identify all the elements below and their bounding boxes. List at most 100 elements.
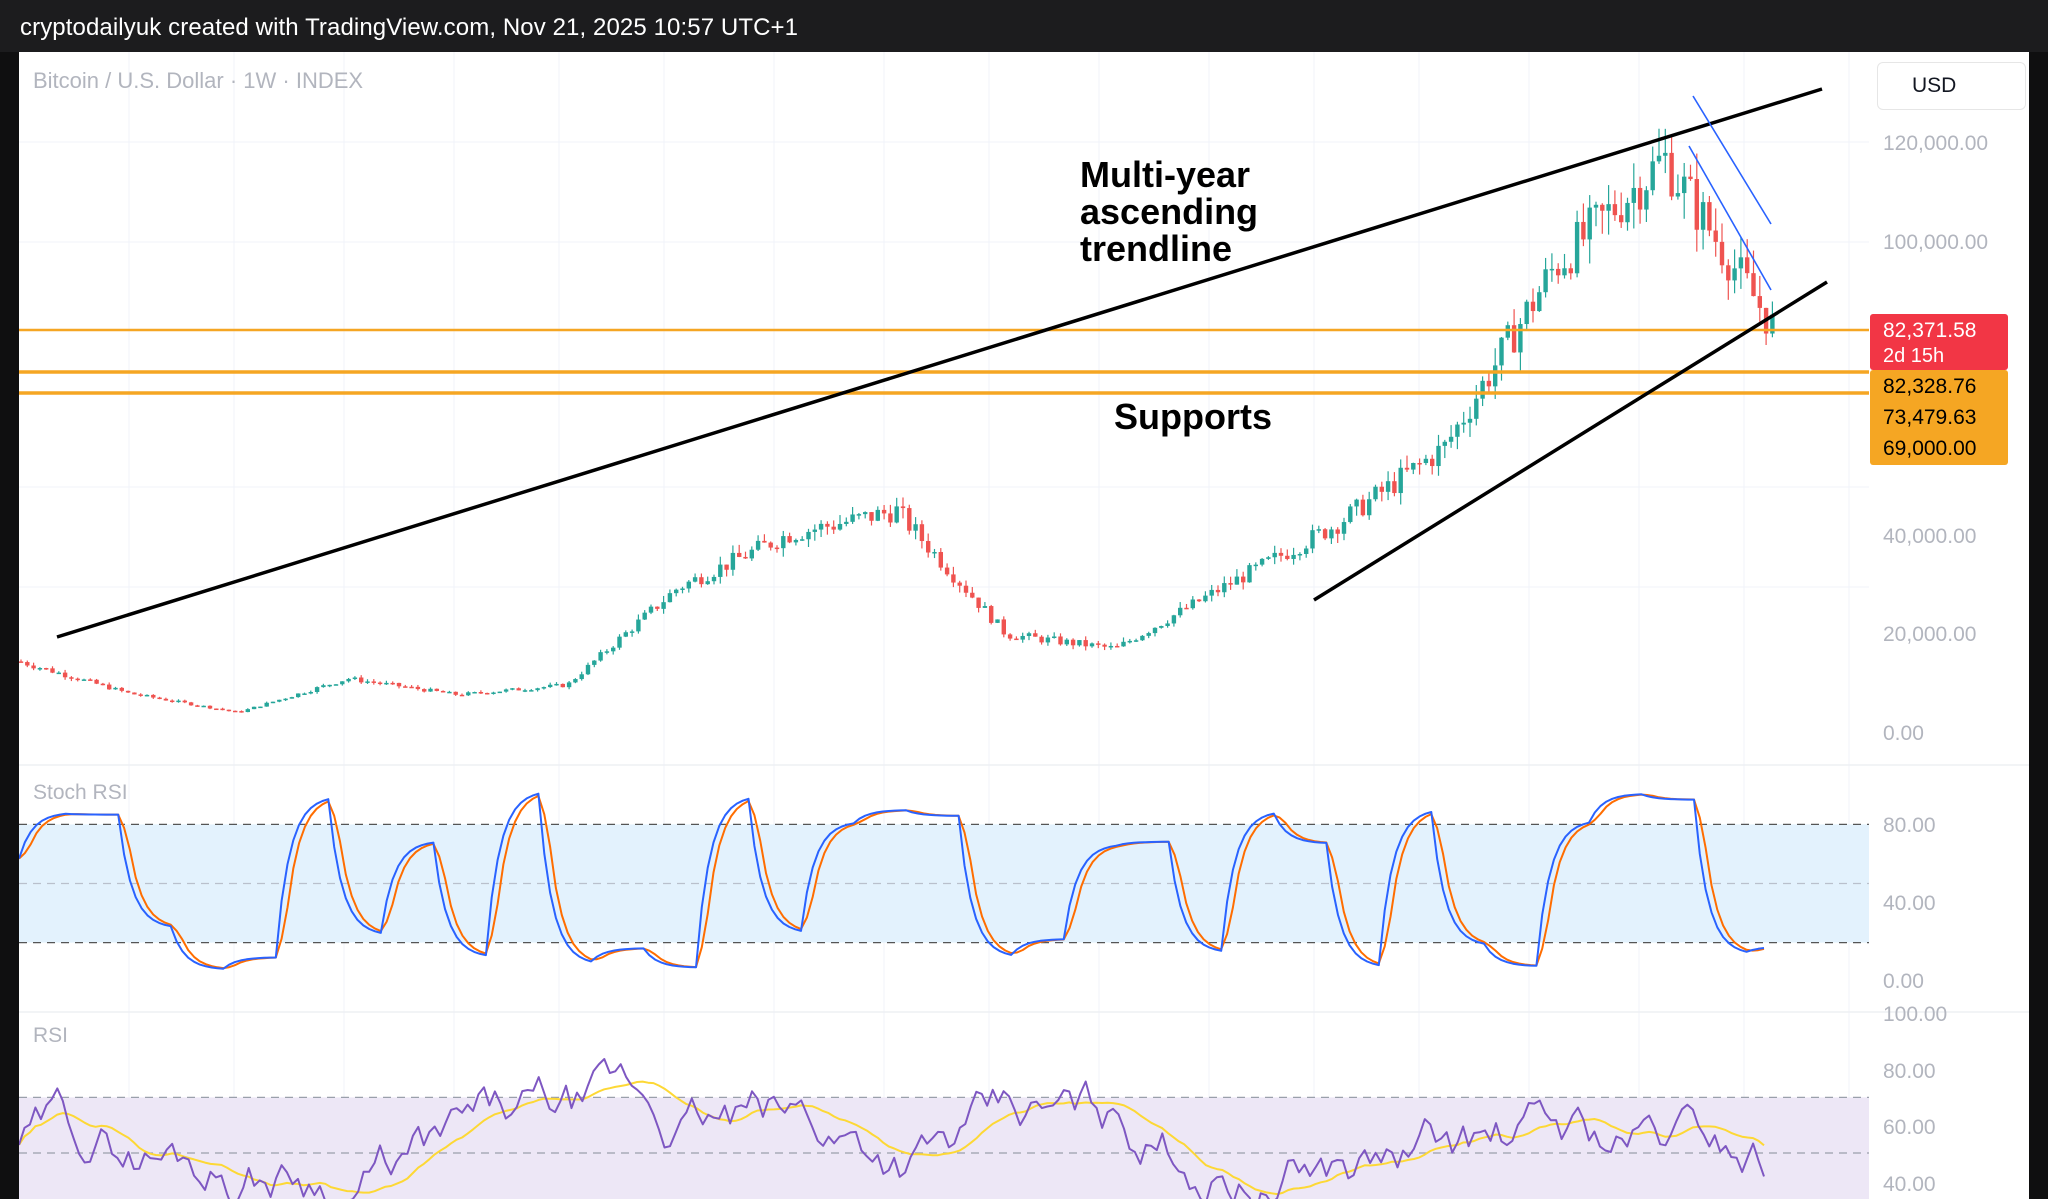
candle-body [818,523,824,530]
candle [384,680,389,685]
candle-body [434,688,439,691]
candle [1291,547,1296,565]
annotation-trendline: Multi-year ascending trendline [1080,154,1258,269]
candle [1033,629,1038,637]
candle-body [314,687,320,693]
candle-body [170,700,175,703]
candle [37,667,43,671]
candle [1367,491,1372,520]
candle-body [566,682,572,688]
price-tick: 0.00 [1883,722,1924,745]
candle-body [674,589,679,594]
candle-body [856,514,862,516]
candle [863,511,868,519]
candle [434,688,439,692]
last-price-label: 82,371.58 [1883,319,1976,342]
candle-body [415,686,421,690]
candle [1745,239,1750,279]
candle-body [1398,467,1403,494]
candle-body [522,690,528,692]
candle-body [1461,422,1466,425]
candle-body [19,661,24,663]
candle-body [686,581,691,589]
candle-body [1285,555,1290,559]
candle-body [1215,589,1221,593]
candle-body [787,536,792,543]
candle-body [75,678,80,681]
candle [831,520,836,534]
candle-body [1650,161,1655,191]
rsi-line [19,1058,1765,1199]
candle-body [573,679,578,683]
candle-body [1115,645,1120,648]
candle [825,521,830,535]
candle-body [1486,380,1492,387]
candle-body [1083,640,1088,647]
candle [1165,620,1170,628]
candle [1077,640,1082,647]
candle [1304,545,1309,558]
candle-body [214,708,219,711]
candle-body [1297,553,1303,556]
candle-body [1606,204,1611,211]
candle-body [239,711,244,713]
candle-body [831,526,836,530]
candle [1411,462,1416,475]
candle [888,504,893,527]
candle-body [1467,418,1473,423]
candle-body [900,506,906,509]
candle-body [321,685,326,688]
candle-body [333,684,339,686]
candle [1297,552,1303,561]
candle [1247,562,1252,583]
candle-body [233,710,238,713]
candle [1360,494,1366,517]
candle [1719,223,1725,274]
candle [598,649,603,662]
candle [233,710,238,713]
candle [932,548,937,559]
candle [516,687,521,691]
candle-body [1436,445,1441,467]
candle-body [1379,486,1384,492]
candle [352,676,358,681]
candle-body [1682,176,1687,194]
candle-body [737,552,742,557]
candle-body [1127,640,1132,643]
candle-body [1077,640,1082,646]
candle [875,506,880,522]
candle [1272,545,1277,565]
candle-body [1146,633,1151,636]
candle-body [1020,635,1025,640]
candle [1656,128,1662,164]
candle-body [346,678,351,682]
candle [1417,458,1422,475]
candle-body [396,682,402,687]
candle-body [1543,269,1548,293]
candle-body [1335,529,1340,534]
candle-body [447,691,452,694]
candle [1026,631,1032,641]
candle [1537,286,1542,313]
price-tick: 20,000.00 [1883,623,1976,646]
candle [957,580,962,593]
candle [289,696,295,699]
candle-body [585,664,591,675]
candle-body [611,647,616,652]
candle [440,690,446,693]
candle-body [1171,615,1177,624]
support-price-label: 73,479.63 [1883,406,1976,429]
candle-body [1234,576,1240,585]
candle [1707,196,1712,237]
candle [497,691,502,694]
currency-button[interactable]: USD [1877,62,2026,110]
candle [1606,185,1611,235]
candle [157,696,162,700]
candle-body [62,672,68,678]
candle [1178,602,1183,618]
candle [409,685,414,689]
candle [1770,301,1775,338]
candle [850,506,855,524]
candle [1480,376,1485,407]
candle [730,545,736,576]
